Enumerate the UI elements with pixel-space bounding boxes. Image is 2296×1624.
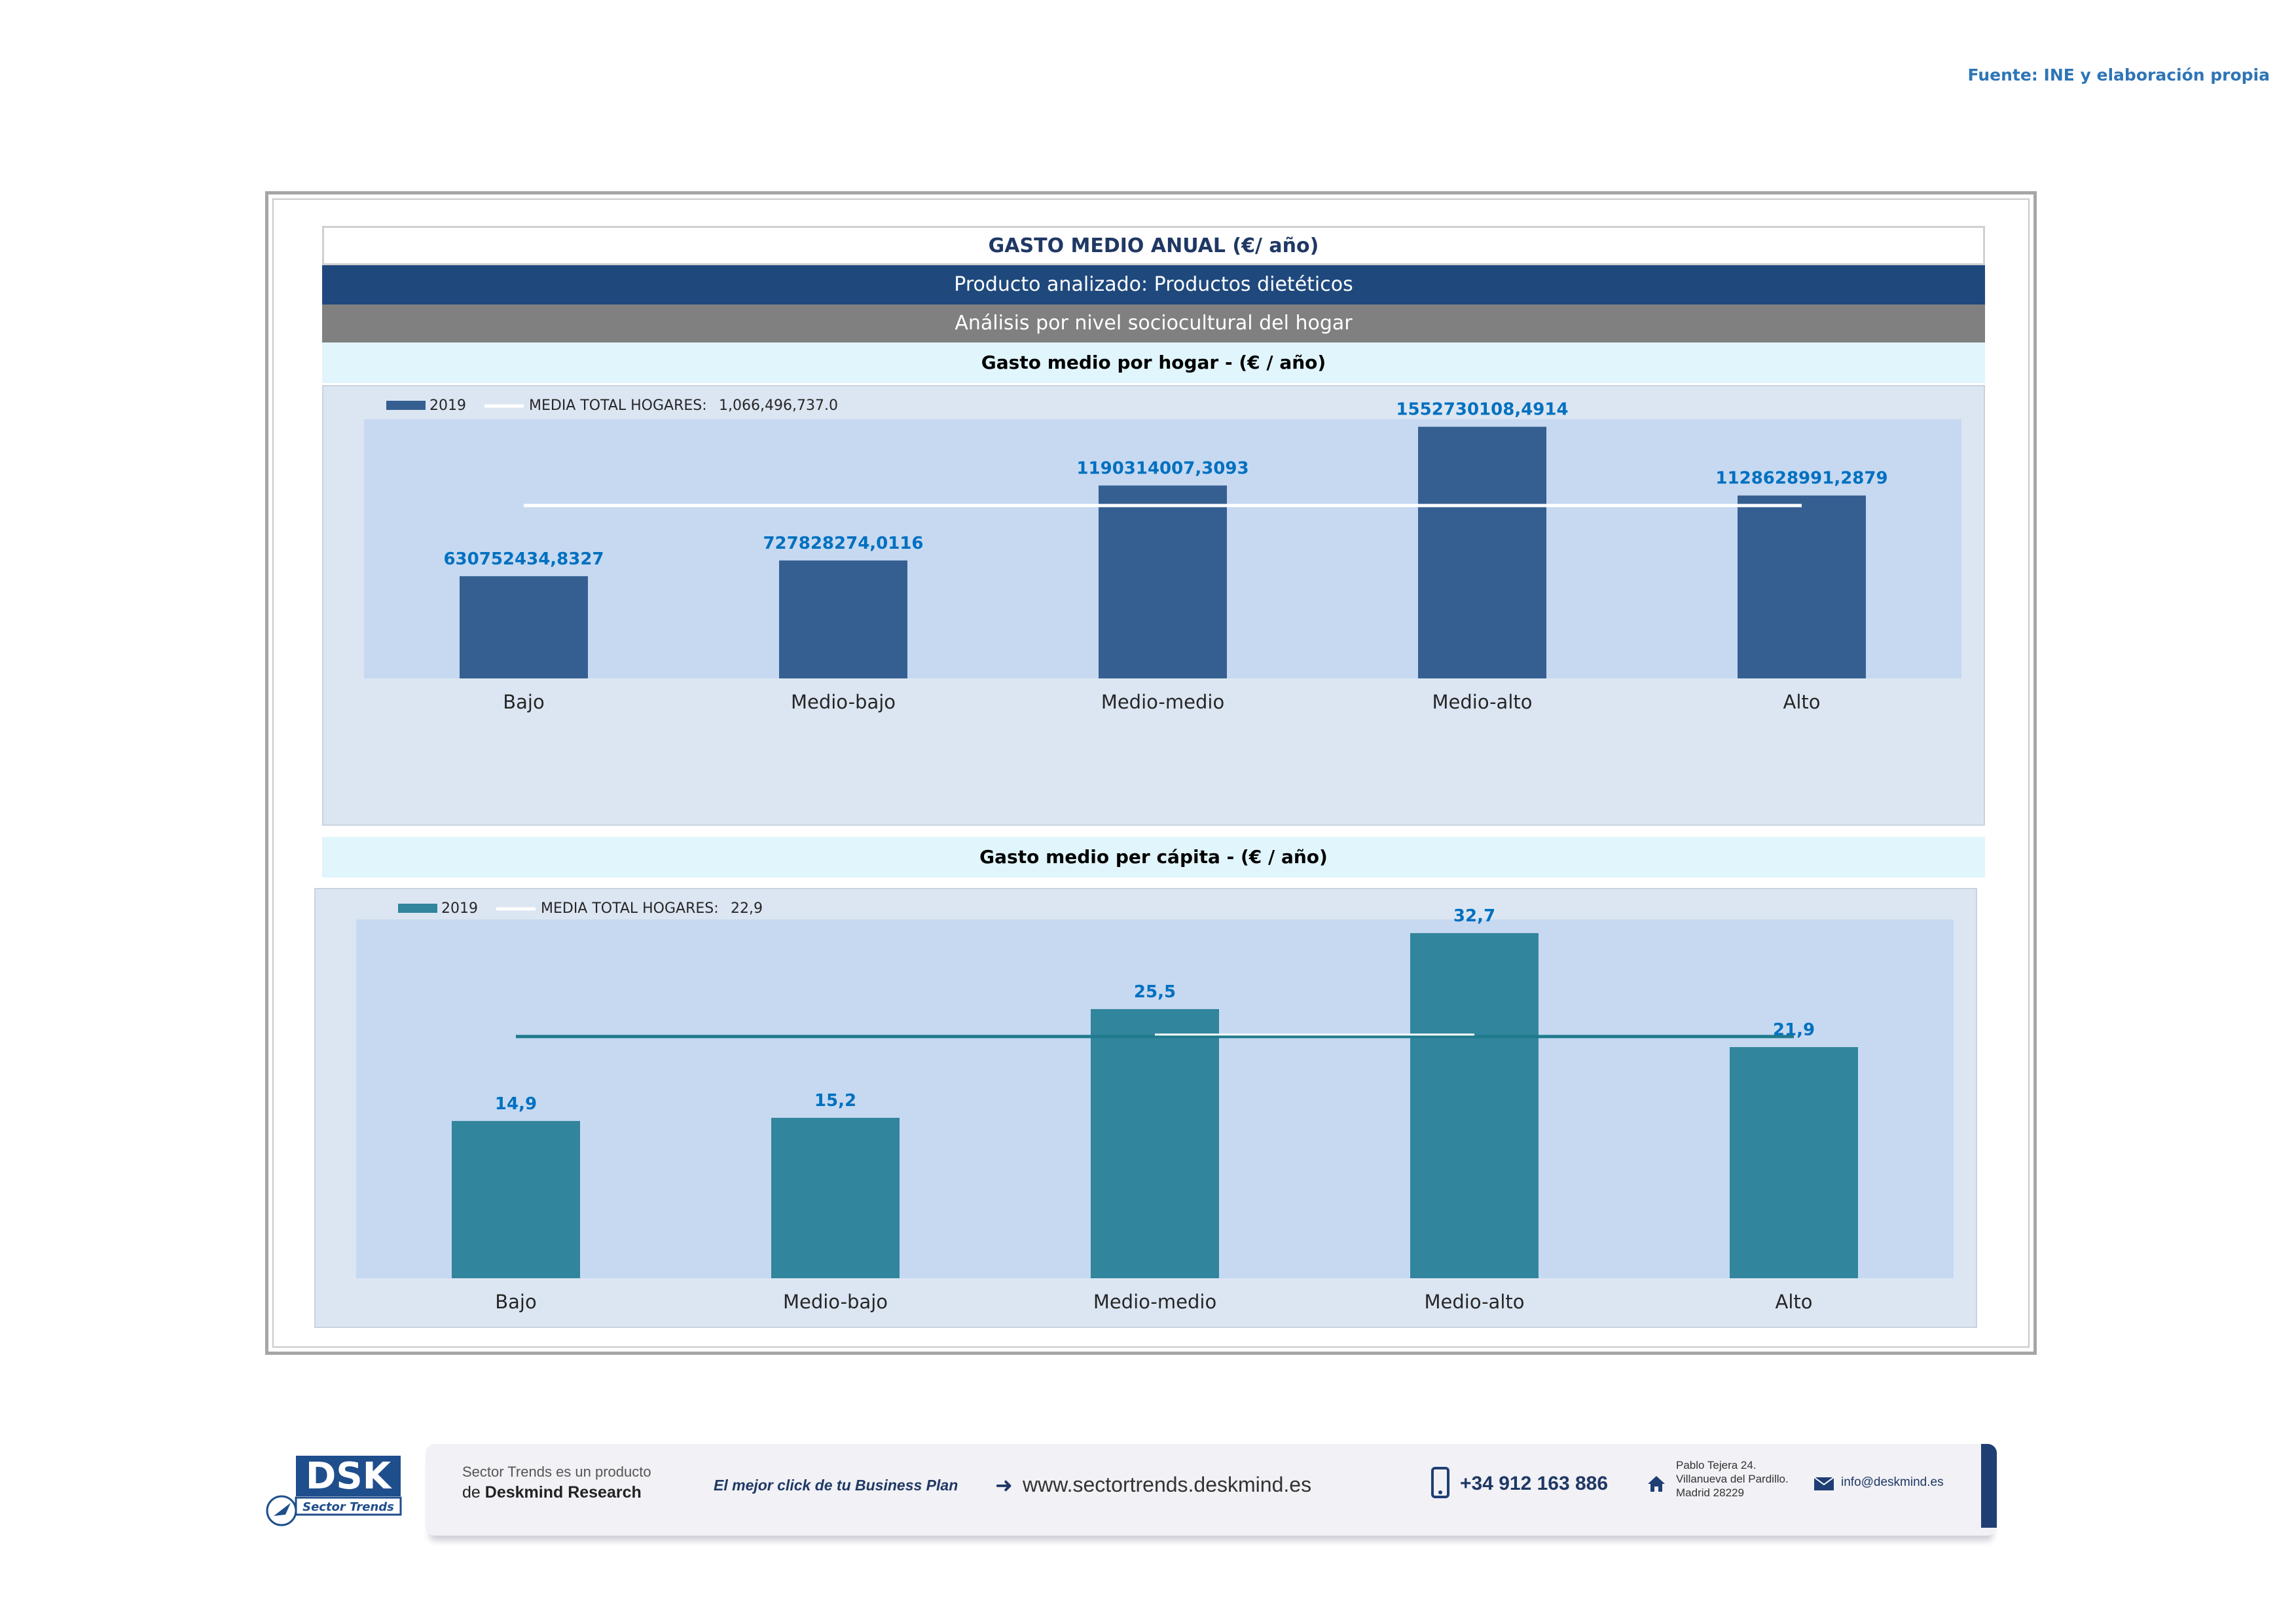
footer-brand: Deskmind Research [484,1483,642,1502]
footer-product-line2: de Deskmind Research [462,1483,642,1502]
arrow-right-icon: ➜ [995,1473,1013,1497]
chart1-legend-series: 2019 [429,397,466,414]
chart1-data-label: 727828274,0116 [763,534,923,553]
chart2-category-label: Medio-alto [1424,1291,1524,1313]
svg-text:DSK: DSK [306,1455,393,1498]
footer-banner: Sector Trends es un producto de Deskmind… [426,1444,1997,1536]
chart2-category-label: Medio-medio [1093,1291,1216,1313]
chart1-legend-swatch [386,401,426,410]
chart2-panel: 14,9 Bajo 15,2 Medio-bajo 25,5 Medio-medio 32,… [314,888,1977,1328]
footer-slogan: El mejor click de tu Business Plan [714,1477,958,1494]
mail-icon [1813,1477,1834,1494]
dsk-logo: DSK Sector Trends [262,1450,406,1529]
chart2-data-label: 15,2 [814,1091,856,1111]
chart1-bar-bajo [460,576,588,678]
chart2-data-label: 25,5 [1134,982,1176,1002]
footer-address3: Madrid 28229 [1676,1486,1744,1499]
footer-email[interactable]: info@deskmind.es [1841,1475,1944,1489]
footer-address: Pablo Tejera 24. Villanueva del Pardillo… [1676,1458,1789,1500]
chart1-data-label: 1552730108,4914 [1396,400,1568,420]
chart1-category-label: Medio-alto [1432,691,1532,713]
source-note: Fuente: INE y elaboración propia [1967,65,2270,84]
footer-website[interactable]: www.sectortrends.deskmind.es [1023,1473,1312,1496]
chart1-category-label: Medio-medio [1101,691,1224,713]
chart2-legend-media-value: 22,9 [731,900,763,917]
chart1-bar-medio-medio [1099,485,1227,678]
chart2-category-label: Alto [1775,1291,1812,1313]
chart1-category-label: Medio-bajo [791,691,896,713]
footer-address2: Villanueva del Pardillo. [1676,1473,1789,1485]
product-banner: Producto analizado: Productos dietéticos [322,265,1985,304]
chart1-svg: 630752434,8327 Bajo 727828274,0116 Medio-ba… [364,397,1961,713]
chart1-legend-media-value: 1,066,496,737.0 [719,397,838,414]
chart1-panel: 630752434,8327 Bajo 727828274,0116 Medio-ba… [322,385,1985,826]
chart2-bar-alto [1730,1047,1858,1278]
chart2-bar-bajo [452,1120,580,1278]
chart2-category-label: Medio-bajo [783,1291,888,1313]
chart1-category-label: Alto [1783,691,1820,713]
chart2-category-label: Bajo [495,1291,536,1313]
svg-text:Sector Trends: Sector Trends [302,1500,394,1514]
chart2-title: Gasto medio per cápita - (€ / año) [322,837,1985,877]
chart2-data-label: 32,7 [1453,906,1495,926]
footer-address1: Pablo Tejera 24. [1676,1459,1757,1471]
chart1-data-label: 630752434,8327 [443,549,604,569]
analysis-banner: Análisis por nivel sociocultural del hog… [322,304,1985,342]
chart2-legend-swatch [398,904,437,913]
footer-product-line1: Sector Trends es un producto [462,1464,651,1480]
chart1-legend-media: MEDIA TOTAL HOGARES: [529,397,707,414]
chart1-bar-alto [1738,495,1866,678]
footer-phone[interactable]: +34 912 163 886 [1460,1473,1609,1494]
chart2-legend-media: MEDIA TOTAL HOGARES: [541,900,719,917]
chart1-category-label: Bajo [503,691,544,713]
chart1-data-label: 1190314007,3093 [1076,458,1248,478]
footer: DSK Sector Trends Sector Trends es un pr… [262,1437,2016,1562]
home-icon [1647,1474,1666,1497]
chart2-bar-medio-alto [1410,932,1539,1278]
chart2-bar-medio-bajo [771,1118,900,1278]
chart2-legend-series: 2019 [441,900,478,917]
chart1-title: Gasto medio por hogar - (€ / año) [322,342,1985,383]
chart1-data-label: 1128628991,2879 [1715,469,1887,489]
chart2-bar-medio-medio [1091,1009,1219,1278]
chart2-data-label: 14,9 [495,1094,537,1114]
footer-product-prefix: de [462,1483,481,1502]
report-title: GASTO MEDIO ANUAL (€/ año) [322,226,1985,265]
chart2-svg: 14,9 Bajo 15,2 Medio-bajo 25,5 Medio-medio 32,… [356,900,1954,1313]
phone-icon [1430,1466,1450,1502]
chart1-bar-medio-alto [1418,426,1546,678]
chart1-bar-medio-bajo [779,560,907,678]
